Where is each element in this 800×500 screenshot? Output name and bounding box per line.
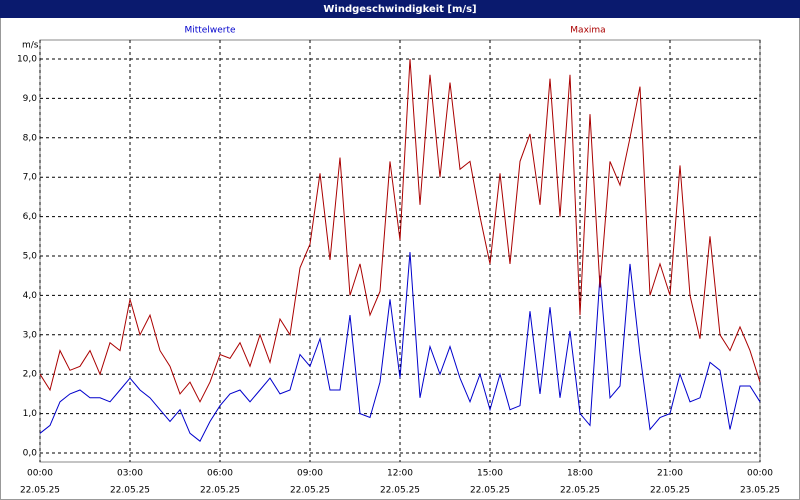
x-tick-label: 15:00 <box>477 469 503 479</box>
y-tick-label: 2,0 <box>23 370 38 380</box>
x-tick-date: 22.05.25 <box>290 486 330 496</box>
x-tick-label: 00:00 <box>27 469 53 479</box>
x-tick-date: 22.05.25 <box>200 486 240 496</box>
y-axis-label: m/s <box>22 41 39 51</box>
y-tick-label: 3,0 <box>23 330 38 340</box>
chart-title: Windgeschwindigkeit [m/s] <box>323 4 476 15</box>
x-tick-date: 22.05.25 <box>20 486 60 496</box>
x-tick-date: 22.05.25 <box>110 486 150 496</box>
y-tick-label: 0,0 <box>23 449 38 459</box>
x-tick-label: 21:00 <box>657 469 683 479</box>
x-tick-date: 22.05.25 <box>650 486 690 496</box>
title-bar <box>0 0 800 18</box>
y-tick-label: 5,0 <box>23 252 38 262</box>
x-tick-label: 12:00 <box>387 469 413 479</box>
x-tick-label: 09:00 <box>297 469 323 479</box>
x-tick-label: 00:00 <box>747 469 773 479</box>
x-tick-date: 22.05.25 <box>380 486 420 496</box>
x-tick-date: 22.05.25 <box>470 486 510 496</box>
legend-entry: Mittelwerte <box>184 26 235 36</box>
y-tick-label: 6,0 <box>23 212 38 222</box>
y-tick-label: 10,0 <box>17 55 37 65</box>
y-tick-label: 8,0 <box>23 133 38 143</box>
y-tick-label: 4,0 <box>23 291 38 301</box>
series-line <box>39 252 761 442</box>
x-tick-date: 22.05.25 <box>560 486 600 496</box>
y-tick-label: 7,0 <box>23 173 38 183</box>
x-tick-date: 23.05.25 <box>740 486 780 496</box>
x-tick-label: 03:00 <box>117 469 143 479</box>
y-tick-label: 1,0 <box>23 409 38 419</box>
x-tick-label: 18:00 <box>567 469 593 479</box>
x-tick-label: 06:00 <box>207 469 233 479</box>
y-tick-label: 9,0 <box>23 94 38 104</box>
legend-entry: Maxima <box>570 26 605 36</box>
series-line <box>39 58 761 403</box>
